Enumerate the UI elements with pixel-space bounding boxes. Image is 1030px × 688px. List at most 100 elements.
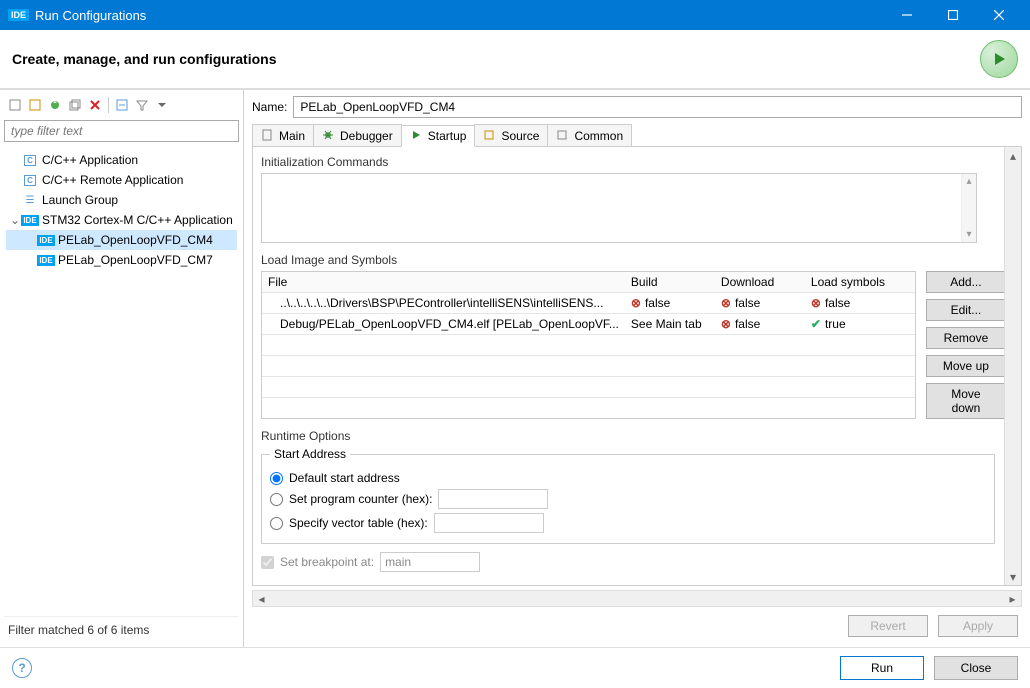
radio-label: Set program counter (hex): (289, 492, 432, 506)
radio-vector-table[interactable] (270, 517, 283, 530)
titlebar: IDE Run Configurations (0, 0, 1030, 30)
tree-item-c-remote[interactable]: C C/C++ Remote Application (6, 170, 237, 190)
filter-dropdown-icon[interactable] (153, 96, 171, 114)
col-build[interactable]: Build (625, 272, 715, 292)
tree-item-c-app[interactable]: C C/C++ Application (6, 150, 237, 170)
tree-label: PELab_OpenLoopVFD_CM7 (58, 253, 213, 267)
vertical-scrollbar[interactable]: ▴ ▾ (1004, 147, 1021, 585)
doc-icon (261, 129, 275, 143)
cell-load-symbols: ⊗false (805, 293, 915, 313)
table-row-empty (262, 356, 915, 377)
radio-default-start[interactable] (270, 472, 283, 485)
close-button[interactable]: Close (934, 656, 1018, 680)
tree-label: STM32 Cortex-M C/C++ Application (42, 213, 233, 227)
scroll-down-icon[interactable]: ▾ (962, 227, 976, 242)
launch-group-icon: ☰ (22, 192, 38, 208)
tree-label: C/C++ Remote Application (42, 173, 183, 187)
filter-icon[interactable] (133, 96, 151, 114)
tab-label: Main (279, 129, 305, 143)
name-input[interactable] (293, 96, 1022, 118)
tab-debugger[interactable]: Debugger (313, 124, 402, 146)
tab-label: Startup (428, 129, 467, 143)
tab-label: Source (501, 129, 539, 143)
vector-hex-input[interactable] (434, 513, 544, 533)
table-row[interactable]: Debug/PELab_OpenLoopVFD_CM4.elf [PELab_O… (262, 314, 915, 335)
cell-file: ..\..\..\..\..\Drivers\BSP\PEController\… (262, 293, 625, 313)
check-icon: ✔ (811, 317, 821, 331)
tree-label: C/C++ Application (42, 153, 138, 167)
collapse-all-icon[interactable] (113, 96, 131, 114)
scroll-left-icon[interactable]: ◂ (253, 592, 270, 606)
move-down-button[interactable]: Move down (926, 383, 1006, 419)
filter-input[interactable] (4, 120, 239, 142)
left-pane: C C/C++ Application C C/C++ Remote Appli… (0, 90, 244, 647)
maximize-button[interactable] (930, 0, 976, 30)
source-icon (483, 129, 497, 143)
chevron-down-icon[interactable]: ⌄ (10, 213, 22, 227)
ide-icon: IDE (37, 235, 54, 246)
runtime-options-label: Runtime Options (261, 429, 995, 443)
tab-main[interactable]: Main (252, 124, 314, 146)
scroll-right-icon[interactable]: ▸ (1004, 592, 1021, 606)
radio-set-pc[interactable] (270, 493, 283, 506)
tree-label: Launch Group (42, 193, 118, 207)
textarea-scrollbar[interactable]: ▴ ▾ (961, 174, 976, 242)
radio-label: Specify vector table (hex): (289, 516, 428, 530)
tree-item-launch-group[interactable]: ☰ Launch Group (6, 190, 237, 210)
new-config-icon[interactable] (6, 96, 24, 114)
ide-icon: IDE (21, 215, 38, 226)
horizontal-scrollbar[interactable]: ◂ ▸ (252, 590, 1022, 607)
scroll-up-icon[interactable]: ▴ (1005, 147, 1021, 164)
tab-startup[interactable]: Startup (401, 125, 476, 147)
col-load-symbols[interactable]: Load symbols (805, 272, 915, 292)
delete-icon[interactable] (86, 96, 104, 114)
col-file[interactable]: File (262, 272, 625, 292)
cell-download: ⊗false (715, 293, 805, 313)
init-commands-textarea[interactable]: ▴ ▾ (261, 173, 977, 243)
close-window-button[interactable] (976, 0, 1022, 30)
c-icon: C (24, 175, 36, 186)
common-icon (556, 129, 570, 143)
run-button[interactable]: Run (840, 656, 924, 680)
cell-build: See Main tab (625, 314, 715, 334)
tree-item-cm4[interactable]: IDE PELab_OpenLoopVFD_CM4 (6, 230, 237, 250)
load-table: File Build Download Load symbols ..\..\.… (261, 271, 916, 419)
tab-common[interactable]: Common (547, 124, 632, 146)
col-download[interactable]: Download (715, 272, 805, 292)
minimize-button[interactable] (884, 0, 930, 30)
new-proto-icon[interactable] (26, 96, 44, 114)
x-icon: ⊗ (631, 296, 641, 310)
tree-label: PELab_OpenLoopVFD_CM4 (58, 233, 213, 247)
help-icon[interactable]: ? (12, 658, 32, 678)
duplicate-icon[interactable] (66, 96, 84, 114)
table-row-empty (262, 398, 915, 418)
move-up-button[interactable]: Move up (926, 355, 1006, 377)
breakpoint-checkbox[interactable] (261, 556, 274, 569)
tree-item-cm7[interactable]: IDE PELab_OpenLoopVFD_CM7 (6, 250, 237, 270)
export-icon[interactable] (46, 96, 64, 114)
left-toolbar (4, 94, 239, 116)
tree-item-stm32[interactable]: ⌄ IDE STM32 Cortex-M C/C++ Application (6, 210, 237, 230)
remove-button[interactable]: Remove (926, 327, 1006, 349)
add-button[interactable]: Add... (926, 271, 1006, 293)
page-heading: Create, manage, and run configurations (12, 51, 980, 67)
start-address-legend: Start Address (270, 447, 350, 461)
breakpoint-label: Set breakpoint at: (280, 555, 374, 569)
edit-button[interactable]: Edit... (926, 299, 1006, 321)
x-icon: ⊗ (721, 317, 731, 331)
bug-icon (322, 129, 336, 143)
scroll-up-icon[interactable]: ▴ (962, 174, 976, 189)
revert-button[interactable]: Revert (848, 615, 928, 637)
scroll-down-icon[interactable]: ▾ (1005, 568, 1021, 585)
window-title: Run Configurations (35, 8, 884, 23)
table-row-empty (262, 377, 915, 398)
breakpoint-input[interactable] (380, 552, 480, 572)
toolbar-separator (108, 97, 109, 113)
table-row[interactable]: ..\..\..\..\..\Drivers\BSP\PEController\… (262, 293, 915, 314)
tab-source[interactable]: Source (474, 124, 548, 146)
pc-hex-input[interactable] (438, 489, 548, 509)
apply-button[interactable]: Apply (938, 615, 1018, 637)
run-hero-icon (980, 40, 1018, 78)
tabs: Main Debugger Startup Source Common (252, 124, 1022, 147)
load-image-label: Load Image and Symbols (261, 253, 995, 267)
